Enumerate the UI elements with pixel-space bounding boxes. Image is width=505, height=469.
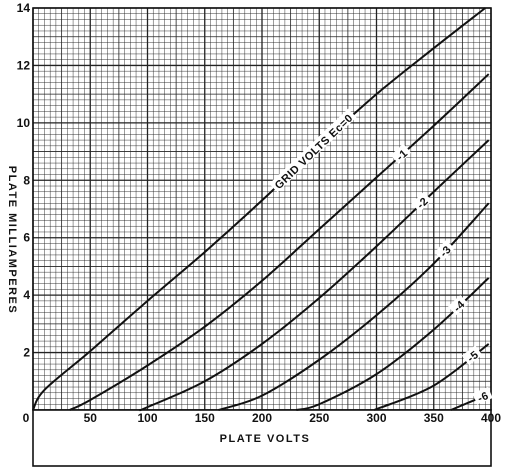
curve-line (32, 7, 486, 411)
x-tick-label: 400 (481, 411, 501, 425)
y-tick-label: 8 (23, 173, 30, 187)
curve-label-background (390, 143, 412, 165)
curve-label-background (269, 108, 357, 193)
y-axis-title: PLATE MILLIAMPERES (6, 166, 18, 314)
y-tick-label: 2 (23, 346, 30, 360)
x-tick-label: 350 (424, 411, 444, 425)
curve-line (69, 73, 490, 411)
y-tick-labels: 2 4 6 8 10 12 14 (17, 1, 31, 360)
curve-label-background (461, 345, 483, 366)
y-tick-label: 4 (23, 288, 30, 302)
x-tick-label: 50 (84, 411, 98, 425)
x-tick-label: 250 (309, 411, 329, 425)
y-tick-label: 10 (17, 116, 31, 130)
x-axis-title: PLATE VOLTS (220, 433, 311, 445)
x-tick-label: 100 (137, 411, 157, 425)
curve-label: -6 (476, 390, 491, 405)
x-tick-label: 0 (23, 411, 30, 425)
y-tick-label: 12 (17, 58, 31, 72)
x-tick-label: 200 (252, 411, 272, 425)
curve-line (138, 139, 490, 412)
axis-caption-box (32, 409, 492, 467)
curve-line (296, 277, 490, 411)
curve-label-background (411, 191, 432, 213)
x-tick-labels: 0 50 100 150 200 250 300 350 400 (23, 411, 502, 425)
curve-label-background (434, 240, 455, 261)
curve-label-background (472, 386, 493, 405)
y-tick-label: 6 (23, 231, 30, 245)
x-tick-label: 150 (195, 411, 215, 425)
y-tick-label: 14 (17, 1, 31, 15)
x-tick-label: 300 (366, 411, 386, 425)
curve-label-background (448, 295, 469, 316)
